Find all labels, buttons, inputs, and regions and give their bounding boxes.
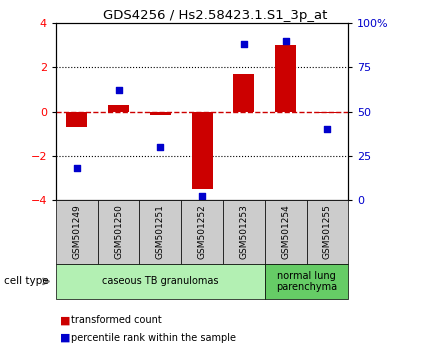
Bar xyxy=(317,112,338,113)
Text: ■: ■ xyxy=(60,315,71,325)
Text: caseous TB granulomas: caseous TB granulomas xyxy=(102,276,218,286)
Text: ■: ■ xyxy=(60,333,71,343)
Bar xyxy=(108,105,129,112)
Text: percentile rank within the sample: percentile rank within the sample xyxy=(71,333,236,343)
Point xyxy=(199,194,206,199)
Text: normal lung
parenchyma: normal lung parenchyma xyxy=(276,270,337,292)
Bar xyxy=(233,74,254,112)
Text: GDS4256 / Hs2.58423.1.S1_3p_at: GDS4256 / Hs2.58423.1.S1_3p_at xyxy=(103,9,327,22)
Point xyxy=(282,38,289,44)
Text: GSM501249: GSM501249 xyxy=(72,205,81,259)
Point xyxy=(74,165,80,171)
Text: GSM501251: GSM501251 xyxy=(156,204,165,259)
Text: cell type: cell type xyxy=(4,276,49,286)
Text: GSM501253: GSM501253 xyxy=(240,204,249,259)
Point xyxy=(115,87,122,93)
Bar xyxy=(66,112,87,127)
Point xyxy=(240,41,247,47)
Point xyxy=(324,126,331,132)
Text: GSM501255: GSM501255 xyxy=(323,204,332,259)
Bar xyxy=(150,112,171,115)
Text: transformed count: transformed count xyxy=(71,315,162,325)
Text: GSM501254: GSM501254 xyxy=(281,205,290,259)
Text: GSM501250: GSM501250 xyxy=(114,204,123,259)
Bar xyxy=(192,112,212,189)
Text: GSM501252: GSM501252 xyxy=(198,205,206,259)
Point xyxy=(157,144,164,150)
Bar xyxy=(275,45,296,112)
